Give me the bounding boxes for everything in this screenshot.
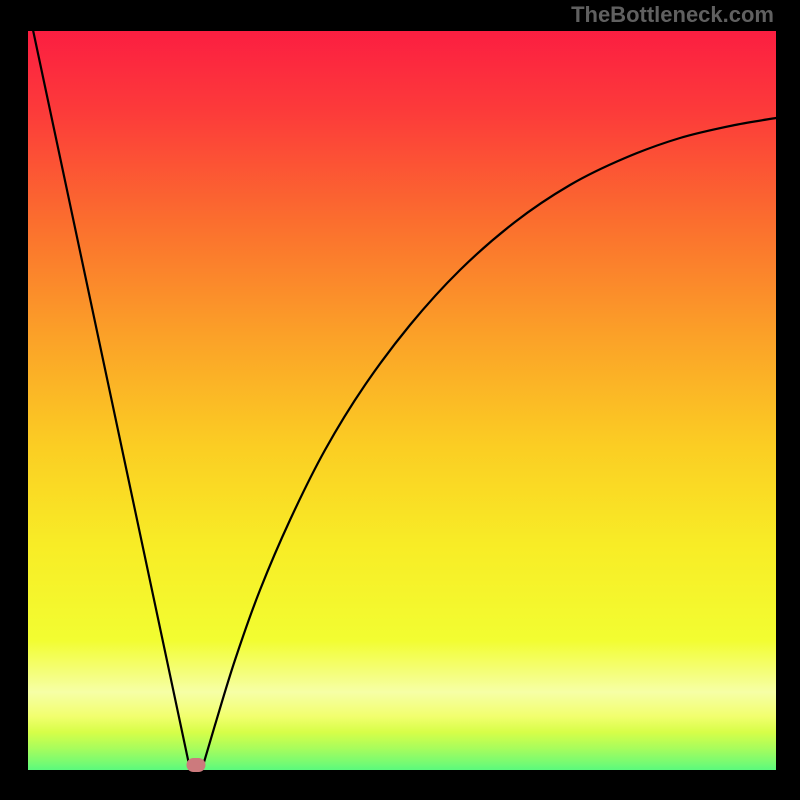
gradient-background xyxy=(0,0,800,800)
chart-container: TheBottleneck.com xyxy=(0,0,800,800)
vertex-marker xyxy=(187,758,206,772)
